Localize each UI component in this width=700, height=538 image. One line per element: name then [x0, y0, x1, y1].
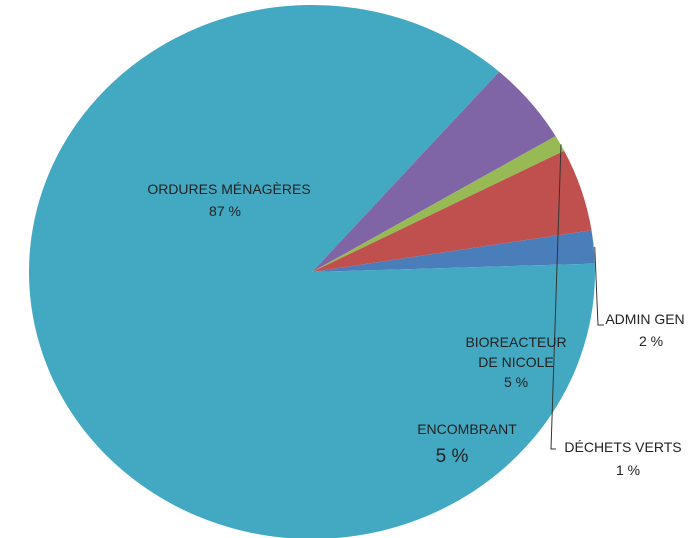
label-ordures-menageres: ORDURES MÉNAGÈRES — [147, 181, 310, 197]
label-admin-gen: ADMIN GEN — [605, 311, 684, 327]
leader-line-dechets — [550, 144, 562, 450]
value-ordures-menageres: 87 % — [209, 203, 241, 219]
pie-slice-bioreacteur — [312, 150, 592, 272]
value-bioreacteur: 5 % — [504, 374, 528, 390]
label-bioreacteur-line2: DE NICOLE — [478, 354, 553, 370]
value-encombrant: 5 % — [436, 446, 469, 467]
pie-slice-admin — [312, 230, 595, 272]
label-encombrant: ENCOMBRANT — [417, 421, 517, 437]
label-dechets-verts: DÉCHETS VERTS — [564, 439, 681, 455]
leader-lines — [550, 144, 604, 450]
pie-slices — [29, 5, 595, 538]
pie-slice-dechets — [312, 136, 565, 272]
leader-line-admin — [594, 246, 604, 326]
value-dechets-verts: 1 % — [616, 462, 640, 478]
pie-slice-encombrant — [312, 71, 556, 272]
label-bioreacteur-line1: BIOREACTEUR — [465, 334, 566, 350]
value-admin-gen: 2 % — [639, 333, 663, 349]
pie-slice-ordures — [29, 5, 595, 538]
